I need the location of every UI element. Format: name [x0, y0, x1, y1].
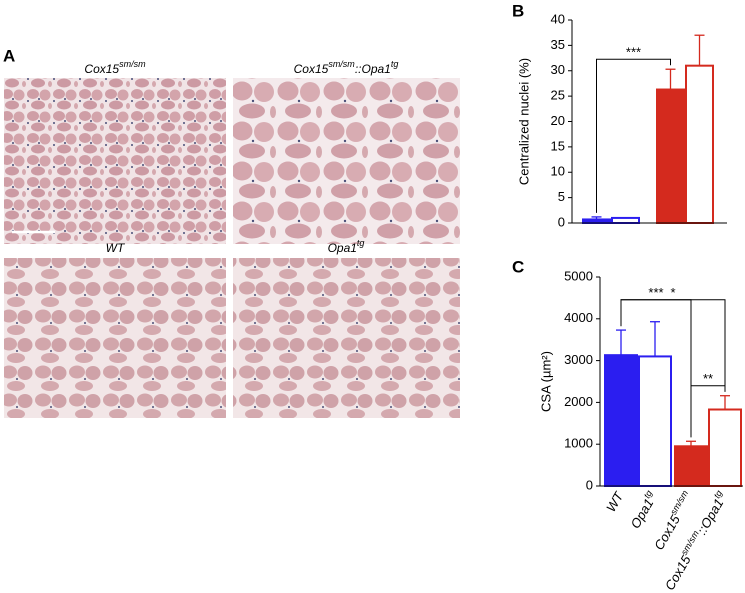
y-tick-label: 1000 — [564, 436, 593, 451]
y-tick-label: 35 — [551, 37, 565, 52]
y-tick-label: 5 — [558, 189, 565, 204]
label-part: Cox15 — [84, 62, 119, 76]
x-tick-label: Opa1tg — [626, 489, 660, 532]
panel-label: B — [512, 1, 524, 20]
label-part: WT — [603, 489, 627, 515]
y-tick-label: 15 — [551, 138, 565, 153]
label-part: ::Opa1 — [355, 62, 391, 76]
bar — [604, 354, 638, 487]
y-tick-label: 4000 — [564, 310, 593, 325]
label-part: Opa1 — [628, 496, 657, 531]
y-tick-label: 5000 — [564, 268, 593, 283]
significance-label: *** — [648, 285, 663, 300]
label-part: Cox15 — [294, 62, 329, 76]
histology-image — [4, 78, 226, 244]
image-label: Opa1tg — [328, 238, 365, 255]
significance-bracket — [596, 58, 671, 213]
y-tick-label: 3000 — [564, 352, 593, 367]
label-part: WT — [106, 241, 126, 255]
y-tick-label: 20 — [551, 113, 565, 128]
y-tick-label: 25 — [551, 88, 565, 103]
bar — [685, 64, 714, 224]
y-axis-label: CSA (µm²) — [538, 351, 553, 412]
significance-label: ** — [703, 371, 713, 386]
image-label: WT — [106, 241, 126, 255]
histology-image — [233, 78, 460, 244]
image-label: Cox15sm/sm::Opa1tg — [294, 59, 399, 76]
significance-bracket — [690, 385, 726, 438]
superscript: sm/sm — [669, 488, 691, 516]
y-axis-label: Centralized nuclei (%) — [516, 58, 531, 185]
label-part: Cox15 — [652, 512, 684, 553]
x-tick-label: WT — [603, 489, 627, 515]
significance-bracket — [620, 299, 726, 392]
bar — [582, 218, 611, 224]
superscript: sm/sm — [119, 59, 146, 69]
superscript: tg — [642, 489, 654, 501]
bar — [656, 88, 685, 224]
y-tick-label: 0 — [586, 477, 593, 492]
bar — [638, 355, 672, 488]
bar — [611, 216, 640, 225]
bar — [708, 408, 742, 488]
histology-image — [4, 258, 226, 418]
label-part: ::Opa1 — [694, 496, 727, 537]
image-label: Cox15sm/sm — [84, 59, 146, 76]
label-part: Opa1 — [328, 241, 357, 255]
y-tick-label: 10 — [551, 164, 565, 179]
superscript: tg — [357, 238, 365, 248]
significance-label: * — [670, 285, 675, 300]
superscript: tg — [391, 59, 399, 69]
y-tick-label: 40 — [551, 11, 565, 26]
histology-image — [233, 258, 460, 418]
superscript: tg — [712, 489, 724, 501]
y-tick-label: 30 — [551, 62, 565, 77]
bar — [674, 445, 708, 488]
panel-label: C — [512, 257, 524, 276]
panel-label: A — [3, 46, 15, 65]
significance-label: *** — [626, 45, 641, 60]
label-part: Cox15 — [662, 552, 694, 593]
superscript: sm/sm — [328, 59, 355, 69]
y-tick-label: 0 — [558, 214, 565, 229]
y-tick-label: 2000 — [564, 394, 593, 409]
